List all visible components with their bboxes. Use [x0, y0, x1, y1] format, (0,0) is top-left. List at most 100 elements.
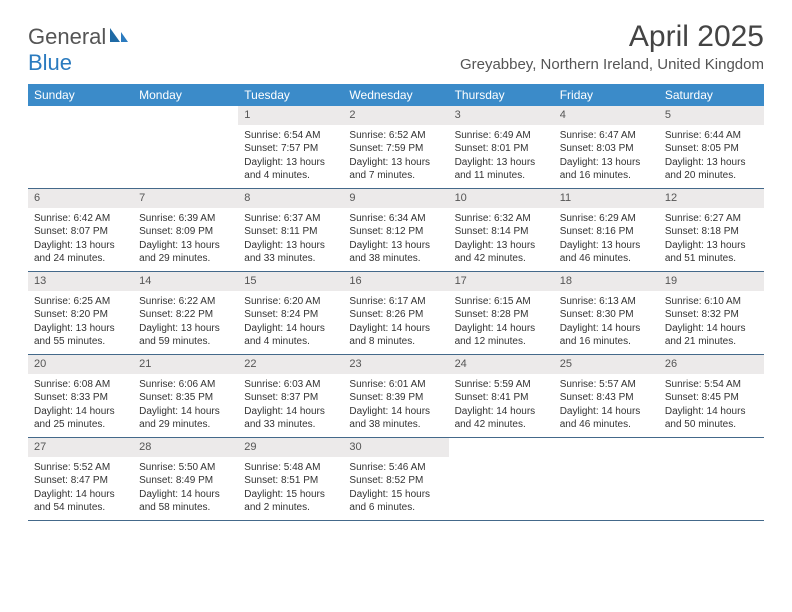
sunset-text: Sunset: 8:14 PM	[455, 225, 548, 239]
day-cell: 7Sunrise: 6:39 AMSunset: 8:09 PMDaylight…	[133, 189, 238, 271]
day-number: 10	[449, 189, 554, 208]
day-cell: 22Sunrise: 6:03 AMSunset: 8:37 PMDayligh…	[238, 355, 343, 437]
sunrise-text: Sunrise: 5:46 AM	[349, 461, 442, 475]
sunrise-text: Sunrise: 6:37 AM	[244, 212, 337, 226]
weekday-header: Thursday	[449, 84, 554, 106]
daylight-text: Daylight: 14 hours and 46 minutes.	[560, 405, 653, 432]
day-number: 25	[554, 355, 659, 374]
sunset-text: Sunset: 7:57 PM	[244, 142, 337, 156]
day-cell: 28Sunrise: 5:50 AMSunset: 8:49 PMDayligh…	[133, 438, 238, 520]
day-cell: 1 Sunrise: 6:54 AMSunset: 7:57 PMDaylight…	[238, 106, 343, 188]
day-details: Sunrise: 6:52 AMSunset: 7:59 PMDaylight:…	[343, 127, 448, 187]
day-number: 29	[238, 438, 343, 457]
day-details: Sunrise: 6:20 AMSunset: 8:24 PMDaylight:…	[238, 293, 343, 353]
day-number: 1	[238, 106, 343, 125]
day-details: Sunrise: 6:54 AMSunset: 7:57 PMDaylight:…	[238, 127, 343, 187]
day-number: 3	[449, 106, 554, 125]
day-number: 19	[659, 272, 764, 291]
day-number: 27	[28, 438, 133, 457]
day-cell: 19Sunrise: 6:10 AMSunset: 8:32 PMDayligh…	[659, 272, 764, 354]
sunset-text: Sunset: 8:11 PM	[244, 225, 337, 239]
day-cell: 8Sunrise: 6:37 AMSunset: 8:11 PMDaylight…	[238, 189, 343, 271]
calendar-page: General Blue April 2025 Greyabbey, North…	[0, 0, 792, 521]
sunrise-text: Sunrise: 6:01 AM	[349, 378, 442, 392]
sunset-text: Sunset: 8:24 PM	[244, 308, 337, 322]
day-number: 24	[449, 355, 554, 374]
daylight-text: Daylight: 14 hours and 58 minutes.	[139, 488, 232, 515]
weekday-header: Wednesday	[343, 84, 448, 106]
day-details: Sunrise: 6:27 AMSunset: 8:18 PMDaylight:…	[659, 210, 764, 270]
day-cell: 5Sunrise: 6:44 AMSunset: 8:05 PMDaylight…	[659, 106, 764, 188]
day-cell: 10Sunrise: 6:32 AMSunset: 8:14 PMDayligh…	[449, 189, 554, 271]
daylight-text: Daylight: 13 hours and 55 minutes.	[34, 322, 127, 349]
sunrise-text: Sunrise: 6:20 AM	[244, 295, 337, 309]
title-block: April 2025 Greyabbey, Northern Ireland, …	[460, 20, 764, 73]
day-details: Sunrise: 5:54 AMSunset: 8:45 PMDaylight:…	[659, 376, 764, 436]
day-details: Sunrise: 6:39 AMSunset: 8:09 PMDaylight:…	[133, 210, 238, 270]
day-number: 13	[28, 272, 133, 291]
weekday-header: Monday	[133, 84, 238, 106]
day-cell: .	[659, 438, 764, 520]
week-row: ..1Sunrise: 6:54 AMSunset: 7:57 PMDaylig…	[28, 106, 764, 189]
sunrise-text: Sunrise: 6:03 AM	[244, 378, 337, 392]
sunrise-text: Sunrise: 5:59 AM	[455, 378, 548, 392]
day-cell: 14Sunrise: 6:22 AMSunset: 8:22 PMDayligh…	[133, 272, 238, 354]
sunset-text: Sunset: 8:26 PM	[349, 308, 442, 322]
sunset-text: Sunset: 8:03 PM	[560, 142, 653, 156]
week-row: 20Sunrise: 6:08 AMSunset: 8:33 PMDayligh…	[28, 355, 764, 438]
sunset-text: Sunset: 8:43 PM	[560, 391, 653, 405]
sunrise-text: Sunrise: 6:47 AM	[560, 129, 653, 143]
day-number: 15	[238, 272, 343, 291]
sunset-text: Sunset: 8:35 PM	[139, 391, 232, 405]
daylight-text: Daylight: 13 hours and 16 minutes.	[560, 156, 653, 183]
day-number: 9	[343, 189, 448, 208]
day-number: 22	[238, 355, 343, 374]
daylight-text: Daylight: 14 hours and 42 minutes.	[455, 405, 548, 432]
sunset-text: Sunset: 8:12 PM	[349, 225, 442, 239]
day-details: Sunrise: 5:48 AMSunset: 8:51 PMDaylight:…	[238, 459, 343, 519]
daylight-text: Daylight: 13 hours and 51 minutes.	[665, 239, 758, 266]
sunset-text: Sunset: 8:22 PM	[139, 308, 232, 322]
day-details: Sunrise: 5:52 AMSunset: 8:47 PMDaylight:…	[28, 459, 133, 519]
day-cell: 15 Sunrise: 6:20 AMSunset: 8:24 PMDayligh…	[238, 272, 343, 354]
day-details: Sunrise: 5:57 AMSunset: 8:43 PMDaylight:…	[554, 376, 659, 436]
day-number: 11	[554, 189, 659, 208]
brand-text: General Blue	[28, 24, 128, 76]
day-cell: 27 Sunrise: 5:52 AMSunset: 8:47 PMDayligh…	[28, 438, 133, 520]
day-cell: 24 Sunrise: 5:59 AMSunset: 8:41 PMDayligh…	[449, 355, 554, 437]
sunset-text: Sunset: 7:59 PM	[349, 142, 442, 156]
sunrise-text: Sunrise: 6:10 AM	[665, 295, 758, 309]
sunset-text: Sunset: 8:18 PM	[665, 225, 758, 239]
daylight-text: Daylight: 14 hours and 54 minutes.	[34, 488, 127, 515]
sunset-text: Sunset: 8:07 PM	[34, 225, 127, 239]
sunset-text: Sunset: 8:41 PM	[455, 391, 548, 405]
sunrise-text: Sunrise: 5:50 AM	[139, 461, 232, 475]
day-details: Sunrise: 5:46 AMSunset: 8:52 PMDaylight:…	[343, 459, 448, 519]
calendar-body: ..1Sunrise: 6:54 AMSunset: 7:57 PMDaylig…	[28, 106, 764, 521]
sunset-text: Sunset: 8:47 PM	[34, 474, 127, 488]
daylight-text: Daylight: 15 hours and 2 minutes.	[244, 488, 337, 515]
day-cell: 25 Sunrise: 5:57 AMSunset: 8:43 PMDayligh…	[554, 355, 659, 437]
weekday-header: Saturday	[659, 84, 764, 106]
day-cell: 11Sunrise: 6:29 AMSunset: 8:16 PMDayligh…	[554, 189, 659, 271]
sunset-text: Sunset: 8:01 PM	[455, 142, 548, 156]
week-row: 13Sunrise: 6:25 AMSunset: 8:20 PMDayligh…	[28, 272, 764, 355]
sunrise-text: Sunrise: 6:08 AM	[34, 378, 127, 392]
day-details: Sunrise: 5:50 AMSunset: 8:49 PMDaylight:…	[133, 459, 238, 519]
daylight-text: Daylight: 14 hours and 4 minutes.	[244, 322, 337, 349]
sunrise-text: Sunrise: 6:06 AM	[139, 378, 232, 392]
month-title: April 2025	[460, 20, 764, 54]
sunset-text: Sunset: 8:30 PM	[560, 308, 653, 322]
weekday-header: Tuesday	[238, 84, 343, 106]
day-cell: 30Sunrise: 5:46 AMSunset: 8:52 PMDayligh…	[343, 438, 448, 520]
sunrise-text: Sunrise: 6:15 AM	[455, 295, 548, 309]
day-details: Sunrise: 6:13 AMSunset: 8:30 PMDaylight:…	[554, 293, 659, 353]
sunrise-text: Sunrise: 6:27 AM	[665, 212, 758, 226]
day-details: Sunrise: 6:06 AMSunset: 8:35 PMDaylight:…	[133, 376, 238, 436]
day-cell: 12Sunrise: 6:27 AMSunset: 8:18 PMDayligh…	[659, 189, 764, 271]
day-details: Sunrise: 6:42 AMSunset: 8:07 PMDaylight:…	[28, 210, 133, 270]
calendar-grid: SundayMondayTuesdayWednesdayThursdayFrid…	[28, 84, 764, 521]
daylight-text: Daylight: 14 hours and 8 minutes.	[349, 322, 442, 349]
day-details: Sunrise: 6:49 AMSunset: 8:01 PMDaylight:…	[449, 127, 554, 187]
sunset-text: Sunset: 8:39 PM	[349, 391, 442, 405]
